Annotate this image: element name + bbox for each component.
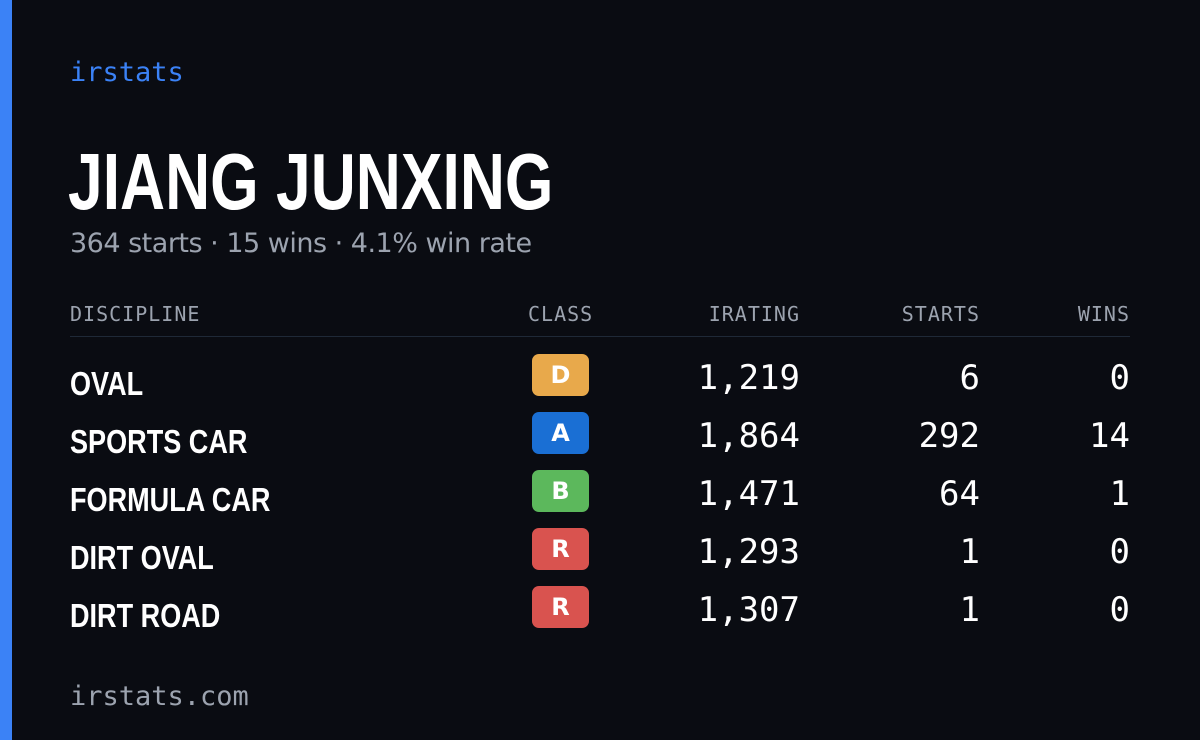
- discipline-name: DIRT OVAL: [70, 538, 214, 578]
- starts-value: 1: [960, 532, 980, 572]
- class-badge: R: [532, 528, 589, 570]
- irating-value: 1,864: [698, 416, 800, 456]
- player-name: JIANG JUNXING: [68, 136, 553, 228]
- wins-value: 0: [1110, 358, 1130, 398]
- brand-logo: irstats: [70, 56, 184, 90]
- table-body: OVAL D 1,219 6 0 SPORTS CAR A 1,864 292 …: [70, 354, 1130, 644]
- discipline-name: DIRT ROAD: [70, 596, 220, 636]
- irating-value: 1,471: [698, 474, 800, 514]
- discipline-name: SPORTS CAR: [70, 422, 247, 462]
- wins-value: 1: [1110, 474, 1130, 514]
- header-starts: STARTS: [902, 300, 980, 328]
- header-irating: IRATING: [709, 300, 800, 328]
- header-wins: WINS: [1078, 300, 1130, 328]
- table-row: DIRT OVAL R 1,293 1 0: [70, 528, 1130, 586]
- header-class: CLASS: [528, 300, 593, 328]
- wins-value: 0: [1110, 590, 1130, 630]
- class-badge: A: [532, 412, 589, 454]
- discipline-name: FORMULA CAR: [70, 480, 270, 520]
- class-badge: B: [532, 470, 589, 512]
- irating-value: 1,307: [698, 590, 800, 630]
- discipline-name: OVAL: [70, 364, 143, 404]
- irating-value: 1,219: [698, 358, 800, 398]
- table-row: SPORTS CAR A 1,864 292 14: [70, 412, 1130, 470]
- header-discipline: DISCIPLINE: [70, 300, 200, 328]
- irating-value: 1,293: [698, 532, 800, 572]
- accent-bar: [0, 0, 12, 740]
- table-row: DIRT ROAD R 1,307 1 0: [70, 586, 1130, 644]
- discipline-table: DISCIPLINE CLASS IRATING STARTS WINS OVA…: [70, 298, 1130, 644]
- starts-value: 1: [960, 590, 980, 630]
- player-summary: 364 starts · 15 wins · 4.1% win rate: [70, 226, 532, 262]
- starts-value: 6: [960, 358, 980, 398]
- wins-value: 0: [1110, 532, 1130, 572]
- class-badge: D: [532, 354, 589, 396]
- starts-value: 64: [939, 474, 980, 514]
- table-header: DISCIPLINE CLASS IRATING STARTS WINS: [70, 298, 1130, 337]
- wins-value: 14: [1089, 416, 1130, 456]
- starts-value: 292: [919, 416, 980, 456]
- class-badge: R: [532, 586, 589, 628]
- footer-url: irstats.com: [70, 680, 249, 714]
- table-row: OVAL D 1,219 6 0: [70, 354, 1130, 412]
- table-row: FORMULA CAR B 1,471 64 1: [70, 470, 1130, 528]
